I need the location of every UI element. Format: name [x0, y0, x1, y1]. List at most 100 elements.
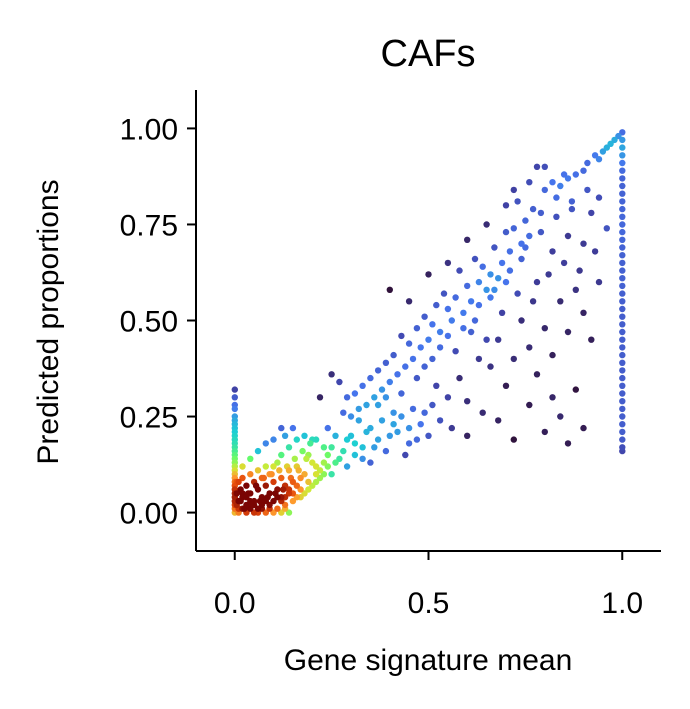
data-point: [456, 267, 463, 274]
data-point: [619, 182, 626, 190]
y-tick-label: 0.00: [120, 498, 178, 531]
data-point: [607, 140, 614, 147]
data-point: [409, 355, 417, 363]
points-layer: [231, 129, 626, 516]
data-point: [564, 232, 572, 240]
data-point: [560, 171, 568, 178]
data-point: [328, 444, 335, 451]
data-point: [599, 148, 607, 155]
data-point: [619, 159, 626, 167]
data-point: [297, 474, 304, 482]
data-point: [619, 398, 626, 405]
data-point: [278, 451, 285, 459]
data-point: [301, 432, 308, 439]
data-point: [549, 394, 556, 401]
data-point: [460, 325, 467, 332]
data-point: [305, 486, 312, 493]
data-point: [274, 459, 281, 466]
data-point: [394, 428, 401, 436]
data-point: [239, 463, 246, 470]
data-point: [471, 317, 479, 324]
data-point: [243, 494, 250, 501]
data-point: [557, 182, 564, 190]
data-point: [247, 497, 254, 505]
data-point: [619, 282, 626, 290]
data-point: [444, 394, 452, 401]
data-point: [491, 286, 498, 293]
data-point: [359, 382, 366, 389]
data-point: [471, 255, 479, 263]
data-point: [254, 486, 262, 493]
data-point: [619, 344, 626, 351]
data-point: [475, 355, 483, 363]
data-point: [619, 321, 626, 328]
data-point: [541, 428, 548, 436]
data-point: [262, 497, 269, 505]
data-point: [619, 205, 626, 213]
data-point: [382, 359, 390, 366]
x-tick-label: 1.0: [601, 587, 643, 620]
data-point: [619, 190, 626, 197]
data-point: [239, 474, 246, 482]
data-point: [305, 478, 312, 486]
data-point: [619, 244, 626, 251]
data-point: [359, 455, 366, 462]
data-point: [619, 328, 626, 336]
data-point: [386, 432, 393, 439]
data-point: [510, 186, 517, 194]
data-point: [405, 440, 413, 447]
data-point: [307, 440, 314, 447]
data-point: [272, 490, 279, 497]
data-point: [382, 394, 390, 401]
data-point: [363, 428, 370, 436]
data-point: [291, 455, 298, 462]
data-point: [233, 490, 240, 497]
data-point: [343, 436, 351, 443]
data-point: [580, 240, 587, 247]
data-point: [541, 186, 548, 194]
data-point: [340, 409, 347, 416]
data-point: [584, 186, 591, 194]
data-point: [619, 382, 626, 389]
data-point: [460, 309, 467, 316]
x-axis-label: Gene signature mean: [284, 644, 573, 677]
data-point: [351, 451, 359, 459]
data-point: [324, 424, 331, 432]
data-point: [231, 394, 238, 401]
data-point: [355, 417, 362, 424]
data-point: [514, 290, 521, 297]
y-tick-label: 0.50: [120, 306, 178, 339]
data-point: [382, 447, 390, 455]
data-point: [553, 194, 560, 201]
x-tick-label: 0.5: [408, 587, 450, 620]
data-point: [378, 417, 386, 424]
data-point: [464, 282, 471, 290]
data-point: [289, 424, 297, 432]
data-point: [421, 313, 428, 320]
data-point: [564, 328, 572, 336]
data-point: [278, 474, 285, 482]
data-point: [580, 424, 587, 432]
data-point: [619, 351, 626, 359]
data-point: [595, 278, 603, 286]
data-point: [417, 421, 424, 428]
data-point: [270, 478, 277, 486]
data-point: [619, 374, 626, 382]
data-point: [303, 455, 310, 462]
x-tick-label: 0.0: [214, 587, 256, 620]
data-point: [429, 355, 436, 363]
data-point: [409, 405, 417, 413]
data-point: [394, 371, 401, 378]
y-tick-label: 0.25: [120, 402, 178, 435]
data-point: [270, 463, 277, 470]
data-point: [619, 213, 626, 220]
data-point: [421, 409, 428, 416]
data-point: [340, 447, 347, 455]
data-point: [537, 228, 545, 236]
data-point: [568, 205, 576, 213]
data-point: [312, 471, 320, 478]
data-point: [537, 209, 545, 217]
data-point: [483, 221, 490, 228]
data-point: [351, 440, 359, 447]
data-point: [332, 459, 339, 466]
